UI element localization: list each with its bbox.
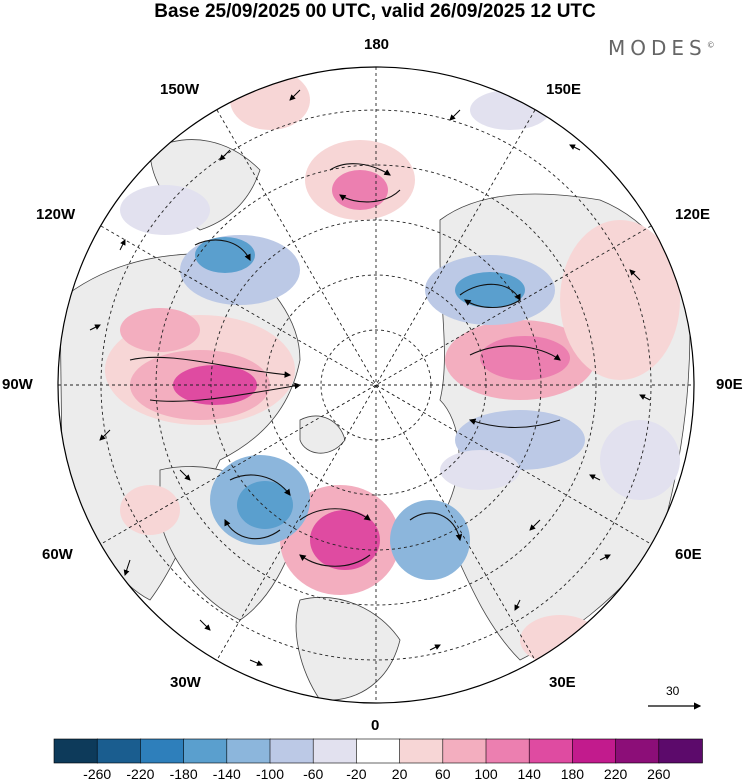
label-120e: 120E bbox=[675, 206, 711, 223]
colorbar-swatch bbox=[615, 738, 660, 764]
colorbar-swatch bbox=[528, 738, 574, 764]
label-90w: 90W bbox=[2, 376, 33, 393]
anomaly-negative-north-pacific bbox=[120, 185, 210, 235]
colorbar-swatch bbox=[140, 738, 185, 764]
colorbar-swatch bbox=[269, 738, 315, 764]
label-150e: 150E bbox=[546, 81, 582, 98]
colorbar-swatch bbox=[658, 738, 703, 764]
colorbar-tick-label: -260 bbox=[83, 766, 112, 782]
wind-streamlines bbox=[129, 163, 561, 567]
colorbar-tick-label: -220 bbox=[126, 766, 155, 782]
colorbar-tick-label: 60 bbox=[435, 766, 451, 782]
label-0: 0 bbox=[371, 717, 380, 734]
graticule bbox=[58, 67, 694, 703]
colorbar-tick-label: 100 bbox=[474, 766, 498, 782]
label-120w: 120W bbox=[36, 206, 76, 223]
colorbar-swatch bbox=[312, 738, 358, 764]
anomaly-positive-pacific-peak bbox=[332, 170, 388, 210]
colorbar-swatch bbox=[226, 738, 271, 764]
colorbar-tick-label: -100 bbox=[255, 766, 285, 782]
brand-mark: © bbox=[706, 40, 715, 50]
label-30e: 30E bbox=[549, 674, 576, 691]
label-60e: 60E bbox=[675, 546, 702, 563]
map-boundary bbox=[57, 66, 695, 704]
colorbar-tick-label: 260 bbox=[647, 766, 671, 782]
colorbar-tick-label: -20 bbox=[346, 766, 367, 782]
anomaly-positive-siberia-peak bbox=[480, 336, 570, 380]
brand-name: MODES bbox=[608, 36, 707, 60]
anomaly-negative-greenland-core bbox=[237, 481, 293, 529]
colorbar-tick-label: -180 bbox=[169, 766, 198, 782]
colorbar-swatch bbox=[399, 738, 444, 764]
colorbar-swatch bbox=[572, 738, 617, 764]
wind-scale-label: 30 bbox=[666, 684, 680, 698]
anomaly-positive-top bbox=[230, 70, 310, 130]
colorbar-swatch bbox=[96, 738, 142, 764]
colorbar-swatch bbox=[53, 738, 99, 764]
colorbar-tick-label: -60 bbox=[303, 766, 324, 782]
brand-logo: MODES© bbox=[608, 36, 715, 60]
anomaly-negative-east bbox=[600, 420, 680, 500]
anomaly-negative-east-siberia-core bbox=[455, 272, 525, 308]
anomaly-positive-asia bbox=[560, 220, 680, 380]
map-title: Base 25/09/2025 00 UTC, valid 26/09/2025… bbox=[154, 1, 596, 22]
label-30w: 30W bbox=[170, 674, 201, 691]
wind-vectors bbox=[89, 89, 651, 666]
anomaly-positive-west bbox=[120, 485, 180, 535]
colorbar bbox=[53, 738, 703, 764]
colorbar-swatch bbox=[183, 738, 228, 764]
label-90e: 90E bbox=[716, 376, 743, 393]
label-150w: 150W bbox=[160, 81, 200, 98]
anomaly-positive-atlantic-peak bbox=[310, 510, 380, 570]
anomaly-negative-scandinavia bbox=[390, 500, 470, 580]
colorbar-tick-label: 140 bbox=[517, 766, 541, 782]
colorbar-tick-label: 220 bbox=[603, 766, 628, 782]
label-180: 180 bbox=[364, 36, 390, 53]
colorbar-swatch bbox=[356, 738, 401, 764]
colorbar-tick-label: 20 bbox=[391, 766, 408, 782]
colorbar-tick-label: -140 bbox=[212, 766, 241, 782]
label-60w: 60W bbox=[42, 546, 73, 563]
anomaly-negative-urals-edge bbox=[440, 450, 520, 490]
colorbar-swatch bbox=[485, 738, 531, 764]
colorbar-tick-label: 180 bbox=[560, 766, 585, 782]
anomaly-positive-alaska bbox=[120, 308, 200, 352]
anomaly-negative-bering-core bbox=[195, 237, 255, 273]
colorbar-swatch bbox=[442, 738, 487, 764]
